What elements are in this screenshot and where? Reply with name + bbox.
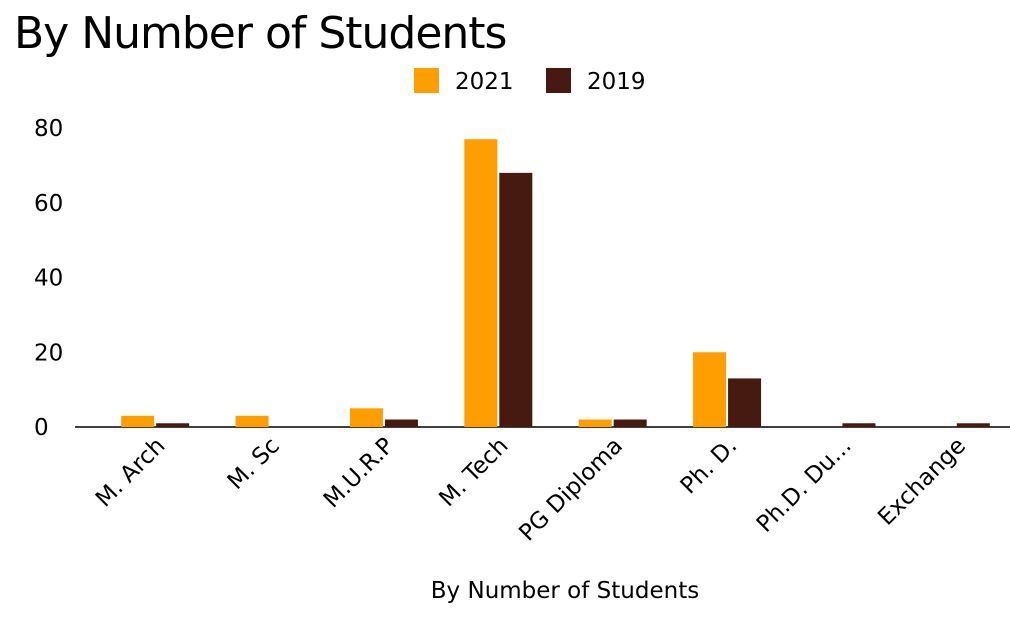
bar-2021 xyxy=(693,352,727,427)
bar-2021 xyxy=(578,419,612,427)
x-tick-label: Ph.D. Du... xyxy=(752,433,857,538)
bar-2019 xyxy=(842,423,876,427)
x-tick-label: M. Sc xyxy=(223,433,285,495)
x-tick-label: Ph. D. xyxy=(676,433,743,500)
x-axis-label: By Number of Students xyxy=(430,578,700,604)
legend-label: 2021 xyxy=(455,69,514,95)
bar-2021 xyxy=(235,415,269,427)
x-tick-label: PG Diploma xyxy=(514,433,628,547)
legend-swatch-2019 xyxy=(546,68,571,93)
x-tick-label: M. Tech xyxy=(434,433,513,512)
y-tick-label: 40 xyxy=(34,266,63,292)
x-tick-label: M. Arch xyxy=(91,433,170,512)
bar-2019 xyxy=(728,378,762,427)
bar-2019 xyxy=(499,172,533,427)
bar-2019 xyxy=(613,419,647,427)
bar-2019 xyxy=(956,423,990,427)
bar-2021 xyxy=(349,408,383,427)
bar-2019 xyxy=(384,419,418,427)
y-tick-label: 20 xyxy=(34,340,63,366)
bar-2019 xyxy=(156,423,190,427)
bar-2021 xyxy=(121,415,155,427)
y-tick-label: 60 xyxy=(34,191,63,217)
x-tick-label: M.U.R.P xyxy=(319,433,399,513)
legend-label: 2019 xyxy=(587,69,646,95)
x-tick-label: Exchange xyxy=(873,433,971,531)
y-tick-label: 80 xyxy=(34,116,63,142)
chart-title: By Number of Students xyxy=(14,8,507,59)
legend-swatch-2021 xyxy=(414,68,439,93)
bar-2021 xyxy=(464,139,498,427)
y-tick-label: 0 xyxy=(34,415,49,441)
